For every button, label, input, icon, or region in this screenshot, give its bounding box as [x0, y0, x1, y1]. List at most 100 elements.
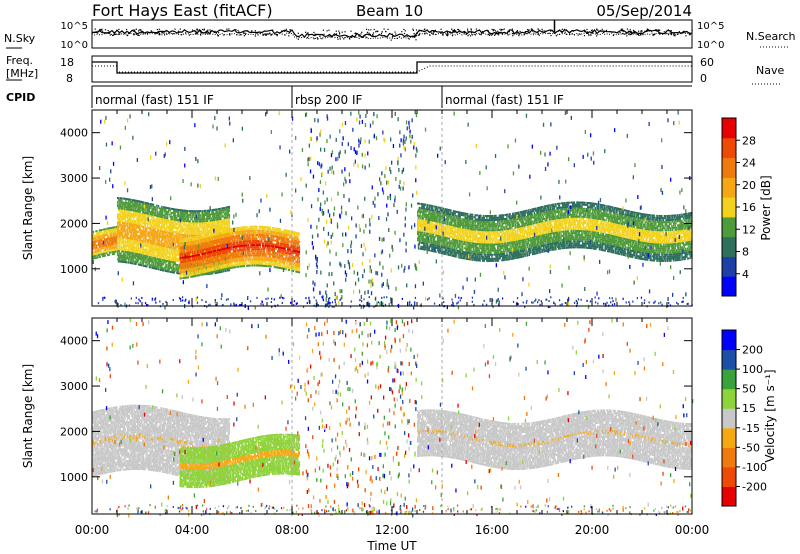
- heat-cell: [131, 250, 133, 252]
- heat-cell: [170, 222, 172, 224]
- heat-cell: [155, 206, 157, 209]
- noise-point: [530, 28, 532, 30]
- heat-cell: [192, 226, 194, 229]
- heat-cell: [179, 240, 181, 243]
- heat-cell: [168, 266, 171, 269]
- heat-cell: [131, 205, 133, 207]
- heat-cell: [137, 218, 139, 221]
- heat-cell: [216, 271, 218, 274]
- heat-cell: [184, 226, 186, 229]
- heat-cell: [156, 237, 158, 240]
- heat-cell: [227, 208, 230, 211]
- heat-cell: [122, 238, 124, 241]
- heat-cell: [207, 262, 209, 265]
- heat-cell: [152, 263, 155, 265]
- noise-point: [682, 31, 684, 33]
- heat-cell: [182, 230, 185, 232]
- heat-cell: [132, 252, 134, 255]
- heat-cell: [159, 244, 161, 247]
- heat-cell: [141, 254, 143, 257]
- noise-point: [394, 31, 396, 33]
- heat-cell: [112, 234, 115, 237]
- heat-cell: [178, 209, 181, 212]
- heat-cell: [135, 256, 137, 259]
- heat-cell: [228, 252, 231, 255]
- noise-point: [338, 32, 341, 34]
- heat-cell: [200, 259, 202, 262]
- heat-cell: [182, 254, 185, 257]
- heat-cell: [183, 221, 186, 224]
- heat-cell: [121, 232, 123, 235]
- heat-cell: [182, 264, 184, 267]
- heat-cell: [178, 241, 181, 244]
- heat-cell: [164, 251, 166, 254]
- heat-cell: [157, 268, 160, 271]
- heat-cell: [209, 231, 211, 234]
- heat-cell: [152, 246, 154, 249]
- noise-point: [602, 31, 605, 34]
- heat-cell: [130, 239, 132, 242]
- heat-cell: [157, 237, 159, 240]
- heat-cell: [130, 229, 132, 232]
- heat-cell: [210, 242, 212, 245]
- heat-cell: [167, 244, 170, 246]
- heat-cell: [134, 242, 136, 245]
- noise-point: [621, 28, 623, 30]
- heat-cell: [189, 210, 191, 213]
- heat-cell: [167, 207, 170, 210]
- heat-cell: [124, 261, 126, 264]
- noise-point: [470, 29, 472, 31]
- heat-cell: [133, 260, 136, 263]
- heat-cell: [218, 232, 221, 235]
- heat-cell: [184, 232, 186, 235]
- heat-cell: [117, 221, 119, 224]
- heat-cell: [174, 263, 176, 266]
- heat-cell: [162, 259, 165, 262]
- heat-cell: [97, 252, 99, 255]
- heat-cell: [100, 233, 102, 236]
- heat-cell: [184, 276, 186, 279]
- noise-point: [339, 33, 341, 35]
- heat-cell: [152, 228, 155, 231]
- heat-cell: [143, 248, 146, 251]
- noise-point: [177, 32, 180, 34]
- heat-cell: [179, 272, 181, 275]
- heat-cell: [146, 230, 148, 233]
- heat-cell: [146, 212, 148, 215]
- heat-cell: [121, 226, 123, 228]
- heat-cell: [154, 234, 156, 237]
- heat-cell: [194, 273, 196, 276]
- heat-cell: [183, 232, 186, 235]
- heat-cell: [105, 246, 107, 249]
- heat-cell: [146, 259, 148, 262]
- heat-cell: [210, 223, 212, 226]
- heat-cell: [171, 252, 173, 255]
- noise-point: [583, 35, 586, 37]
- heat-cell: [125, 244, 127, 247]
- heat-cell: [177, 221, 180, 224]
- heat-cell: [127, 257, 129, 260]
- noise-point: [601, 28, 603, 30]
- heat-cell: [154, 230, 156, 233]
- heat-cell: [153, 248, 156, 251]
- heat-cell: [194, 228, 196, 231]
- noise-point: [338, 30, 340, 32]
- heat-cell: [182, 234, 184, 236]
- heat-cell: [114, 240, 116, 243]
- heat-cell: [217, 232, 219, 235]
- heat-cell: [190, 263, 192, 266]
- heat-cell: [143, 264, 146, 267]
- noise-point: [497, 32, 500, 34]
- heat-cell: [181, 271, 183, 274]
- heat-cell: [199, 218, 201, 221]
- heat-cell: [148, 231, 151, 234]
- heat-cell: [115, 238, 117, 241]
- heat-cell: [143, 250, 146, 253]
- heat-cell: [162, 269, 164, 272]
- noise-point: [538, 34, 540, 36]
- heat-cell: [119, 234, 121, 236]
- noise-point: [207, 29, 209, 31]
- noise-point: [197, 31, 199, 33]
- heat-cell: [192, 212, 195, 215]
- heat-cell: [154, 232, 156, 235]
